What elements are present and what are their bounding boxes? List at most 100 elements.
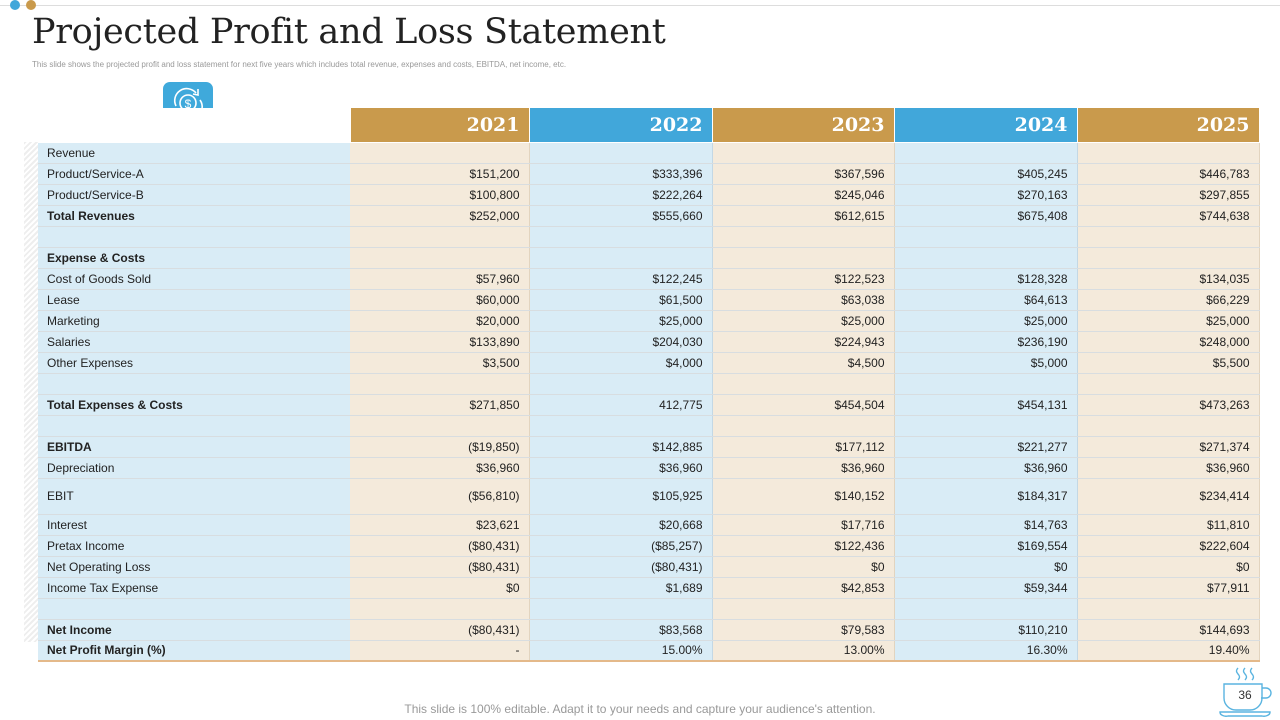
row-label: Total Expenses & Costs — [38, 394, 350, 416]
cell-2023: $367,596 — [712, 163, 895, 185]
row-label — [38, 598, 350, 620]
cell-2025 — [1077, 142, 1260, 164]
cell-2023: $42,853 — [712, 577, 895, 599]
cell-2023: 13.00% — [712, 640, 895, 662]
cell-2021: $20,000 — [350, 310, 530, 332]
cell-2025: $222,604 — [1077, 535, 1260, 557]
cell-2021: $23,621 — [350, 514, 530, 536]
cell-2022: $36,960 — [529, 457, 713, 479]
decorative-hatch — [24, 142, 38, 642]
row-label — [38, 415, 350, 437]
cell-2023: $122,523 — [712, 268, 895, 290]
cell-2021 — [350, 598, 530, 620]
year-header-2021: 2021 — [350, 108, 530, 143]
cell-2023: $63,038 — [712, 289, 895, 311]
row-label: EBITDA — [38, 436, 350, 458]
cell-2023: $177,112 — [712, 436, 895, 458]
row-label: Pretax Income — [38, 535, 350, 557]
cell-2024 — [894, 415, 1078, 437]
row-label: Revenue — [38, 142, 350, 164]
row-label: Cost of Goods Sold — [38, 268, 350, 290]
cell-2023: $79,583 — [712, 619, 895, 641]
row-label: Product/Service-B — [38, 184, 350, 206]
cell-2022 — [529, 247, 713, 269]
cell-2021: $60,000 — [350, 289, 530, 311]
cell-2024: $128,328 — [894, 268, 1078, 290]
cell-2024 — [894, 142, 1078, 164]
cell-2024: $454,131 — [894, 394, 1078, 416]
cell-2021 — [350, 247, 530, 269]
cell-2025: $248,000 — [1077, 331, 1260, 353]
table-row: Net Income ($80,431) $83,568 $79,583 $110,21… — [38, 619, 1260, 641]
cell-2022: $83,568 — [529, 619, 713, 641]
cell-2023: $36,960 — [712, 457, 895, 479]
cell-2022: $25,000 — [529, 310, 713, 332]
cell-2023: $612,615 — [712, 205, 895, 227]
cell-2022: $122,245 — [529, 268, 713, 290]
table-row: Salaries $133,890 $204,030 $224,943 $236,190… — [38, 331, 1260, 353]
svg-text:$: $ — [185, 97, 192, 111]
cell-2025: $0 — [1077, 556, 1260, 578]
row-label: Interest — [38, 514, 350, 536]
year-header-2025: 2025 — [1077, 108, 1260, 143]
cell-2025 — [1077, 598, 1260, 620]
cell-2021: ($56,810) — [350, 478, 530, 515]
table-row: EBITDA ($19,850) $142,885 $177,112 $221,277 $… — [38, 436, 1260, 458]
cell-2022: $20,668 — [529, 514, 713, 536]
cell-2024: $184,317 — [894, 478, 1078, 515]
cell-2024 — [894, 226, 1078, 248]
cell-2024: $0 — [894, 556, 1078, 578]
cell-2021: ($80,431) — [350, 556, 530, 578]
year-header-2023: 2023 — [712, 108, 895, 143]
cell-2021 — [350, 142, 530, 164]
row-label: Marketing — [38, 310, 350, 332]
table-row: Total Revenues $252,000 $555,660 $612,615 $6… — [38, 205, 1260, 227]
cell-2025: $473,263 — [1077, 394, 1260, 416]
cell-2023 — [712, 415, 895, 437]
row-label: EBIT — [38, 478, 350, 515]
cell-2025 — [1077, 373, 1260, 395]
header-blank — [38, 108, 351, 143]
cell-2022 — [529, 415, 713, 437]
row-label: Total Revenues — [38, 205, 350, 227]
row-label: Income Tax Expense — [38, 577, 350, 599]
row-label — [38, 373, 350, 395]
cell-2024: $14,763 — [894, 514, 1078, 536]
cell-2024: $64,613 — [894, 289, 1078, 311]
table-row: Income Tax Expense $0 $1,689 $42,853 $59,344… — [38, 577, 1260, 599]
coffee-cup-icon — [1219, 667, 1272, 717]
cell-2023: $224,943 — [712, 331, 895, 353]
cell-2022: $105,925 — [529, 478, 713, 515]
cell-2024: $110,210 — [894, 619, 1078, 641]
cell-2023 — [712, 226, 895, 248]
cell-2022: 412,775 — [529, 394, 713, 416]
cell-2022 — [529, 226, 713, 248]
row-label: Other Expenses — [38, 352, 350, 374]
subtitle: This slide shows the projected profit an… — [32, 60, 567, 69]
cell-2025: $25,000 — [1077, 310, 1260, 332]
cell-2025: $297,855 — [1077, 184, 1260, 206]
cell-2023 — [712, 373, 895, 395]
table-row: Revenue — [38, 142, 1260, 164]
cell-2024: $675,408 — [894, 205, 1078, 227]
table-row — [38, 373, 1260, 395]
table-row: Cost of Goods Sold $57,960 $122,245 $122,52… — [38, 268, 1260, 290]
footer-note: This slide is 100% editable. Adapt it to… — [404, 702, 876, 716]
cell-2023: $17,716 — [712, 514, 895, 536]
cell-2024: $36,960 — [894, 457, 1078, 479]
cell-2025: $234,414 — [1077, 478, 1260, 515]
cell-2025: $36,960 — [1077, 457, 1260, 479]
cell-2022: $555,660 — [529, 205, 713, 227]
cell-2025: $744,638 — [1077, 205, 1260, 227]
table-row: Expense & Costs — [38, 247, 1260, 269]
cell-2021: $0 — [350, 577, 530, 599]
cell-2025: $66,229 — [1077, 289, 1260, 311]
table-row: Product/Service-A $151,200 $333,396 $367,59… — [38, 163, 1260, 185]
cell-2024: $405,245 — [894, 163, 1078, 185]
cell-2025: 19.40% — [1077, 640, 1260, 662]
year-header-2024: 2024 — [894, 108, 1078, 143]
year-header-2022: 2022 — [529, 108, 713, 143]
cell-2023: $4,500 — [712, 352, 895, 374]
table-row: Net Profit Margin (%) -15.00% 13.00% 16.30%… — [38, 640, 1260, 662]
gold-dot — [26, 0, 36, 10]
